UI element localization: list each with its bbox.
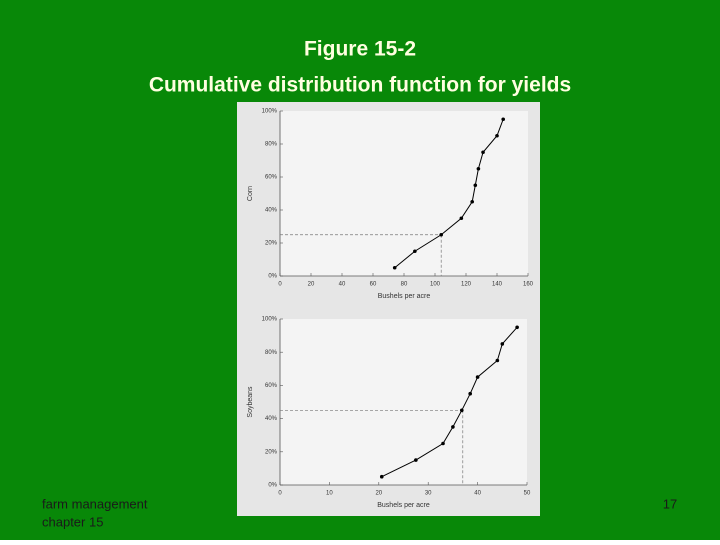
data-point (413, 249, 417, 254)
x-tick-label: 0 (278, 282, 282, 288)
x-tick-label: 40 (339, 282, 346, 288)
footer: farm management (42, 496, 148, 511)
plot-area (280, 319, 527, 485)
series-line (381, 326, 518, 478)
y-tick-label: 20% (265, 449, 278, 455)
x-tick-label: 50 (524, 491, 531, 497)
y-tick-label: 60% (265, 383, 278, 389)
data-point (481, 150, 485, 155)
x-tick-label: 10 (326, 491, 333, 497)
plot-area (280, 111, 528, 276)
x-tick-label: 0 (278, 491, 282, 497)
x-tick-label: 140 (492, 282, 503, 288)
data-point (392, 265, 397, 270)
footer: chapter 15 (42, 514, 103, 529)
y-tick-label: 0% (268, 483, 277, 489)
x-tick-label: 20 (308, 282, 315, 288)
y-tick-label: 100% (262, 317, 278, 323)
data-point (470, 199, 475, 204)
x-tick-label: 40 (474, 491, 481, 497)
data-point (476, 166, 481, 171)
x-tick-label: 30 (425, 491, 432, 497)
y-tick-label: 80% (265, 350, 278, 356)
series-line (394, 119, 504, 269)
data-point (459, 216, 464, 221)
data-point (379, 474, 384, 479)
x-axis-label: Bushels per acre (377, 502, 430, 509)
y-axis-label: Soybeans (247, 386, 254, 418)
data-point (439, 232, 444, 237)
y-tick-label: 20% (265, 241, 278, 247)
y-tick-label: 100% (262, 109, 278, 115)
slide-subtitle: Cumulative distribution function for yie… (149, 74, 571, 97)
y-tick-label: 40% (265, 416, 278, 422)
y-tick-label: 60% (265, 175, 278, 181)
x-tick-label: 100 (430, 282, 441, 288)
data-point (459, 408, 464, 413)
data-point (500, 342, 505, 346)
data-point (473, 183, 478, 188)
data-point (468, 391, 472, 396)
x-axis-label: Bushels per acre (378, 293, 431, 300)
page-number: 17 (663, 496, 677, 511)
y-tick-label: 40% (265, 208, 278, 214)
x-tick-label: 60 (370, 282, 377, 288)
slide-title: Figure 15-2 (304, 38, 416, 61)
data-point (441, 441, 445, 446)
x-tick-label: 80 (401, 282, 408, 288)
data-point (495, 133, 499, 138)
data-point (501, 117, 506, 122)
data-point (475, 375, 480, 379)
data-point (414, 458, 418, 462)
data-point (451, 425, 455, 429)
x-tick-label: 20 (375, 491, 382, 497)
y-axis-label: Corn (247, 186, 254, 201)
data-point (515, 325, 519, 330)
x-tick-label: 120 (461, 282, 472, 288)
data-point (495, 358, 500, 363)
y-tick-label: 80% (265, 142, 278, 148)
x-tick-label: 160 (523, 282, 534, 288)
y-tick-label: 0% (268, 274, 277, 280)
